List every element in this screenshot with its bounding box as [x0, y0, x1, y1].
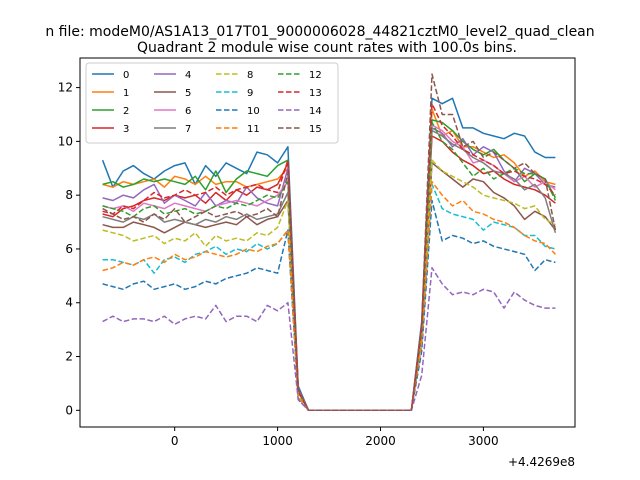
legend-label-9: 9: [247, 88, 253, 99]
legend-label-10: 10: [247, 106, 260, 117]
y-tick-label: 12: [58, 81, 73, 95]
x-tick-label: 3000: [468, 434, 499, 448]
series-line-14: [102, 267, 556, 412]
legend-label-13: 13: [309, 88, 322, 99]
series-line-3: [102, 135, 556, 412]
chart-suptitle: n file: modeM0/AS1A13_017T01_9000006028_…: [45, 24, 594, 40]
legend-label-0: 0: [123, 70, 129, 81]
legend-label-3: 3: [123, 124, 129, 135]
series-line-4: [102, 127, 556, 412]
x-offset-label: +4.4269e8: [508, 455, 575, 469]
y-tick-label: 6: [65, 242, 73, 256]
legend-label-6: 6: [185, 106, 191, 117]
y-tick-label: 0: [65, 403, 73, 417]
series-line-15: [102, 73, 557, 412]
legend-label-7: 7: [185, 124, 191, 135]
legend-label-14: 14: [309, 106, 322, 117]
series-line-11: [102, 180, 556, 412]
legend-label-5: 5: [185, 88, 191, 99]
legend-label-15: 15: [309, 124, 322, 135]
series-line-1: [102, 108, 556, 412]
chart-title: Quadrant 2 module wise count rates with …: [137, 40, 517, 56]
legend-label-4: 4: [185, 70, 191, 81]
legend-label-1: 1: [123, 88, 129, 99]
legend-label-12: 12: [309, 70, 322, 81]
series-line-10: [102, 199, 556, 412]
series-line-5: [102, 162, 556, 412]
axes-frame: [79, 57, 576, 428]
y-tick-label: 8: [65, 188, 73, 202]
series-line-0: [101, 97, 556, 412]
plot-area: [101, 73, 557, 412]
series-line-12: [102, 121, 557, 412]
y-tick-label: 10: [58, 134, 73, 148]
legend-label-11: 11: [247, 124, 260, 135]
series-line-2: [102, 119, 557, 412]
y-tick-label: 4: [65, 296, 73, 310]
legend-label-2: 2: [123, 106, 129, 117]
series-line-13: [102, 102, 556, 412]
legend-label-8: 8: [247, 70, 253, 81]
y-tick-label: 2: [65, 350, 73, 364]
x-tick-label: 1000: [262, 434, 293, 448]
series-line-9: [102, 183, 556, 412]
x-tick-label: 0: [171, 434, 179, 448]
x-tick-label: 2000: [365, 434, 396, 448]
legend-frame: [85, 62, 339, 144]
